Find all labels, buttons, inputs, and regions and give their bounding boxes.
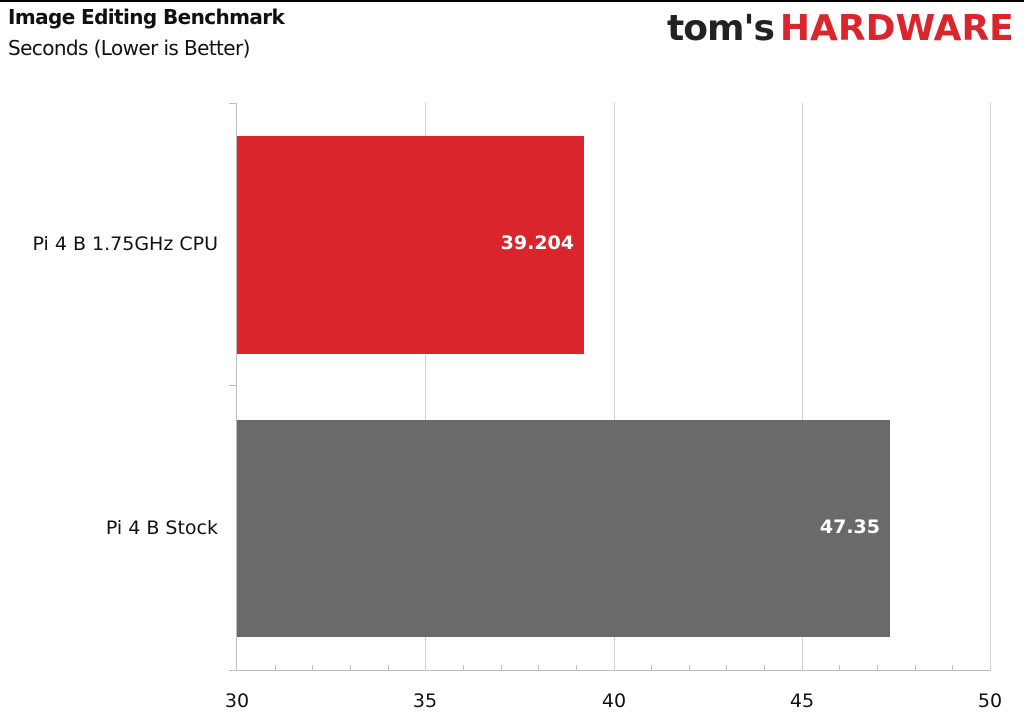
minor-tick bbox=[350, 665, 351, 670]
grid-line bbox=[990, 103, 991, 670]
minor-tick bbox=[576, 665, 577, 670]
grid-line bbox=[802, 103, 803, 670]
bar-value-label: 47.35 bbox=[819, 515, 880, 538]
y-tick bbox=[229, 103, 237, 104]
chart-title: Image Editing Benchmark bbox=[8, 5, 285, 29]
top-border bbox=[0, 0, 1024, 2]
x-tick-label: 30 bbox=[224, 690, 250, 712]
x-axis bbox=[229, 670, 991, 671]
minor-tick bbox=[463, 665, 464, 670]
minor-tick bbox=[312, 665, 313, 670]
bar-stock: 47.35 bbox=[237, 420, 890, 637]
minor-tick bbox=[275, 665, 276, 670]
minor-tick bbox=[952, 665, 953, 670]
category-label: Pi 4 B 1.75GHz CPU bbox=[32, 233, 218, 255]
minor-tick bbox=[877, 665, 878, 670]
minor-tick bbox=[915, 665, 916, 670]
y-tick bbox=[229, 670, 237, 671]
minor-tick bbox=[839, 665, 840, 670]
logo-toms: tom's bbox=[667, 8, 775, 49]
category-label: Pi 4 B Stock bbox=[105, 517, 218, 539]
x-tick-label: 45 bbox=[789, 690, 815, 712]
bar-value-label: 39.204 bbox=[500, 232, 574, 254]
x-tick-label: 40 bbox=[601, 690, 627, 712]
logo-hardware: HARDWARE bbox=[779, 8, 1014, 49]
x-tick-label: 50 bbox=[977, 690, 1003, 712]
toms-hardware-logo: tom's HARDWARE bbox=[667, 8, 1014, 49]
minor-tick bbox=[726, 665, 727, 670]
bar-overclocked: 39.204 bbox=[237, 136, 584, 354]
grid-line bbox=[425, 103, 426, 670]
minor-tick bbox=[538, 665, 539, 670]
y-axis bbox=[236, 103, 237, 671]
x-tick-label: 35 bbox=[412, 690, 438, 712]
y-tick bbox=[229, 385, 237, 386]
minor-tick bbox=[689, 665, 690, 670]
chart-subtitle: Seconds (Lower is Better) bbox=[8, 36, 250, 60]
minor-tick bbox=[764, 665, 765, 670]
grid-line bbox=[614, 103, 615, 670]
minor-tick bbox=[388, 665, 389, 670]
minor-tick bbox=[501, 665, 502, 670]
minor-tick bbox=[651, 665, 652, 670]
